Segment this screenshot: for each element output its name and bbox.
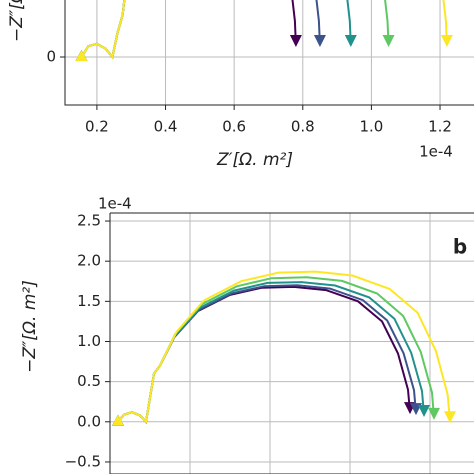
x-offset-label: 1e-4 [419, 143, 453, 161]
axes-frame [64, 0, 474, 106]
y-axis-label: −Z″[Ω. m²] [7, 0, 27, 42]
end-arrow [444, 411, 456, 424]
x-tick-label: 1.2 [428, 118, 452, 136]
end-arrow [418, 404, 430, 417]
y-tick-label: 0.5 [77, 372, 101, 390]
series-line [117, 285, 411, 424]
end-arrow [440, 35, 453, 47]
y-tick-label: 1.0 [77, 332, 101, 350]
end-arrow [344, 35, 357, 47]
end-arrow [313, 35, 326, 47]
series-line [80, 0, 390, 60]
x-axis-label: Z′[Ω. m²] [216, 150, 293, 170]
end-arrow [289, 35, 302, 47]
x-tick-label: 0.4 [154, 118, 178, 136]
series-line [80, 0, 448, 60]
series-line [117, 276, 435, 424]
y-tick-label: 2.5 [77, 212, 101, 230]
axes-frame [109, 212, 474, 474]
series-line [117, 281, 425, 424]
y-tick-label: −0.5 [65, 452, 101, 470]
series-line [80, 0, 352, 60]
series-line [117, 270, 451, 424]
y-offset-label: 1e-4 [98, 195, 132, 213]
end-arrow [428, 407, 440, 420]
series-line [80, 0, 321, 60]
x-tick-label: 0.6 [222, 118, 246, 136]
panel-label: b [453, 235, 467, 259]
x-tick-label: 1.0 [359, 118, 383, 136]
y-tick-label: 2.0 [77, 252, 101, 270]
x-tick-label: 0.2 [85, 118, 109, 136]
series-line [117, 284, 417, 424]
end-arrow [382, 35, 395, 47]
start-marker [112, 414, 124, 426]
y-tick-label: 0.0 [77, 412, 101, 430]
y-axis-label: −Z″[Ω. m²] [20, 280, 40, 373]
start-marker [75, 50, 88, 61]
plot-area [65, 0, 474, 105]
plot-area [110, 213, 474, 474]
x-tick-label: 0.8 [291, 118, 315, 136]
y-tick-label: 0 [46, 48, 56, 66]
y-tick-label: 1.5 [77, 292, 101, 310]
